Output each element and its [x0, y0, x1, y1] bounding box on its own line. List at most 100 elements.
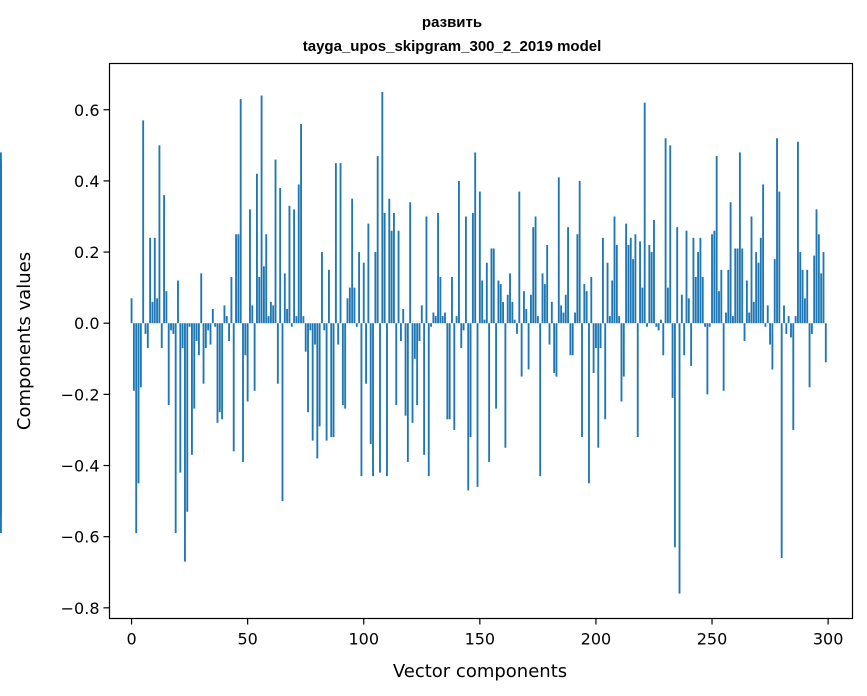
bar-component-267 [750, 216, 753, 324]
plot-frame [108, 62, 854, 620]
bar-component-121 [411, 323, 414, 423]
bar-component-196 [585, 291, 588, 324]
bar-component-219 [639, 241, 641, 324]
y-tick-label: −0.2 [61, 385, 100, 404]
bar-component-1 [132, 323, 135, 391]
bar-component-155 [490, 248, 493, 324]
bar-component-40 [223, 305, 226, 324]
bar-component-175 [536, 316, 539, 324]
bar-component-75 [304, 323, 307, 352]
bar-component-6 [144, 323, 147, 334]
bar-component-177 [541, 273, 544, 324]
bar-component-152 [483, 319, 486, 324]
bar-component-250 [711, 234, 713, 324]
bar-component-82 [321, 252, 323, 324]
bar-component-115 [397, 230, 400, 324]
bar-component-258 [729, 202, 732, 324]
bar-component-48 [242, 323, 244, 462]
chart-title: развить [422, 14, 482, 31]
bar-component-295 [815, 209, 818, 324]
bar-component-216 [632, 259, 635, 324]
bar-component-289 [801, 269, 804, 324]
bar-component-109 [383, 212, 386, 324]
bar-component-0 [130, 298, 133, 324]
bar-component-227 [657, 323, 660, 331]
bar-component-61 [272, 305, 275, 324]
bar-component-265 [745, 280, 748, 324]
bar-component-213 [625, 223, 628, 324]
bar-component-51 [249, 209, 251, 324]
bar-component-259 [731, 316, 734, 324]
bar-component-235 [676, 227, 679, 324]
bar-component-165 [513, 319, 516, 324]
bar-component-136 [446, 323, 449, 420]
bar-component-49 [244, 323, 247, 356]
bar-component-173 [532, 227, 535, 324]
bar-component-180 [548, 323, 551, 345]
bar-component-undefined [0, 323, 2, 516]
bar-component-274 [766, 305, 769, 324]
bar-component-298 [822, 252, 825, 324]
bar-component-252 [715, 156, 718, 324]
bar-component-113 [393, 212, 395, 324]
bar-component-27 [193, 323, 196, 409]
bar-component-85 [327, 269, 330, 324]
bar-component-107 [379, 323, 381, 473]
bar-component-154 [488, 323, 491, 462]
bar-component-9 [151, 301, 154, 324]
bar-component-176 [539, 323, 542, 477]
bar-component-159 [499, 284, 502, 324]
bar-component-5 [142, 120, 145, 324]
bar-component-240 [687, 298, 690, 324]
bar-component-43 [230, 276, 233, 324]
bar-component-294 [813, 255, 816, 324]
y-tick-label: 0.2 [74, 243, 99, 262]
bar-component-undefined [0, 266, 2, 324]
bar-component-122 [413, 323, 416, 359]
bar-component-26 [191, 323, 193, 455]
bar-component-117 [402, 308, 405, 324]
bar-component-238 [683, 323, 686, 356]
chart-subtitle: tayga_upos_skipgram_300_2_2019 model [303, 38, 602, 55]
bar-component-206 [608, 316, 611, 324]
bar-component-200 [595, 323, 597, 349]
bar-component-87 [332, 323, 335, 438]
bar-component-66 [283, 273, 286, 324]
bar-component-157 [495, 323, 498, 409]
bar-component-150 [478, 191, 481, 324]
bar-component-212 [622, 323, 625, 377]
bar-component-160 [502, 301, 504, 324]
bar-component-38 [218, 323, 221, 413]
bar-component-248 [706, 323, 709, 395]
bar-component-83 [323, 323, 326, 331]
bar-component-119 [406, 323, 409, 462]
x-tick-label: 100 [348, 630, 379, 649]
bar-component-90 [339, 163, 342, 324]
y-axis: −0.8 −0.6 −0.4 −0.2 0.0 0.2 0.4 0.6 [61, 101, 110, 618]
bar-component-96 [353, 287, 356, 324]
bar-component-183 [555, 323, 558, 377]
bar-component-269 [755, 252, 758, 324]
bar-component-104 [372, 323, 374, 477]
bar-component-282 [785, 323, 788, 334]
bar-component-73 [300, 123, 302, 324]
bar-component-52 [251, 305, 254, 324]
bar-component-166 [516, 323, 518, 334]
y-tick-label: 0.0 [74, 314, 99, 333]
bar-component-140 [455, 316, 458, 324]
bar-component-271 [759, 237, 762, 324]
bar-component-143 [462, 323, 465, 331]
bar-component-29 [197, 323, 200, 356]
bar-component-195 [583, 284, 586, 324]
bar-component-264 [743, 323, 746, 341]
bar-component-120 [409, 202, 412, 324]
bar-component-191 [574, 312, 576, 324]
bar-component-296 [817, 234, 820, 324]
bar-component-12 [158, 145, 161, 324]
bar-component-80 [316, 323, 319, 459]
bar-component-14 [163, 195, 165, 324]
bar-component-149 [476, 323, 479, 487]
bar-component-283 [787, 316, 790, 324]
bar-component-174 [534, 216, 537, 324]
